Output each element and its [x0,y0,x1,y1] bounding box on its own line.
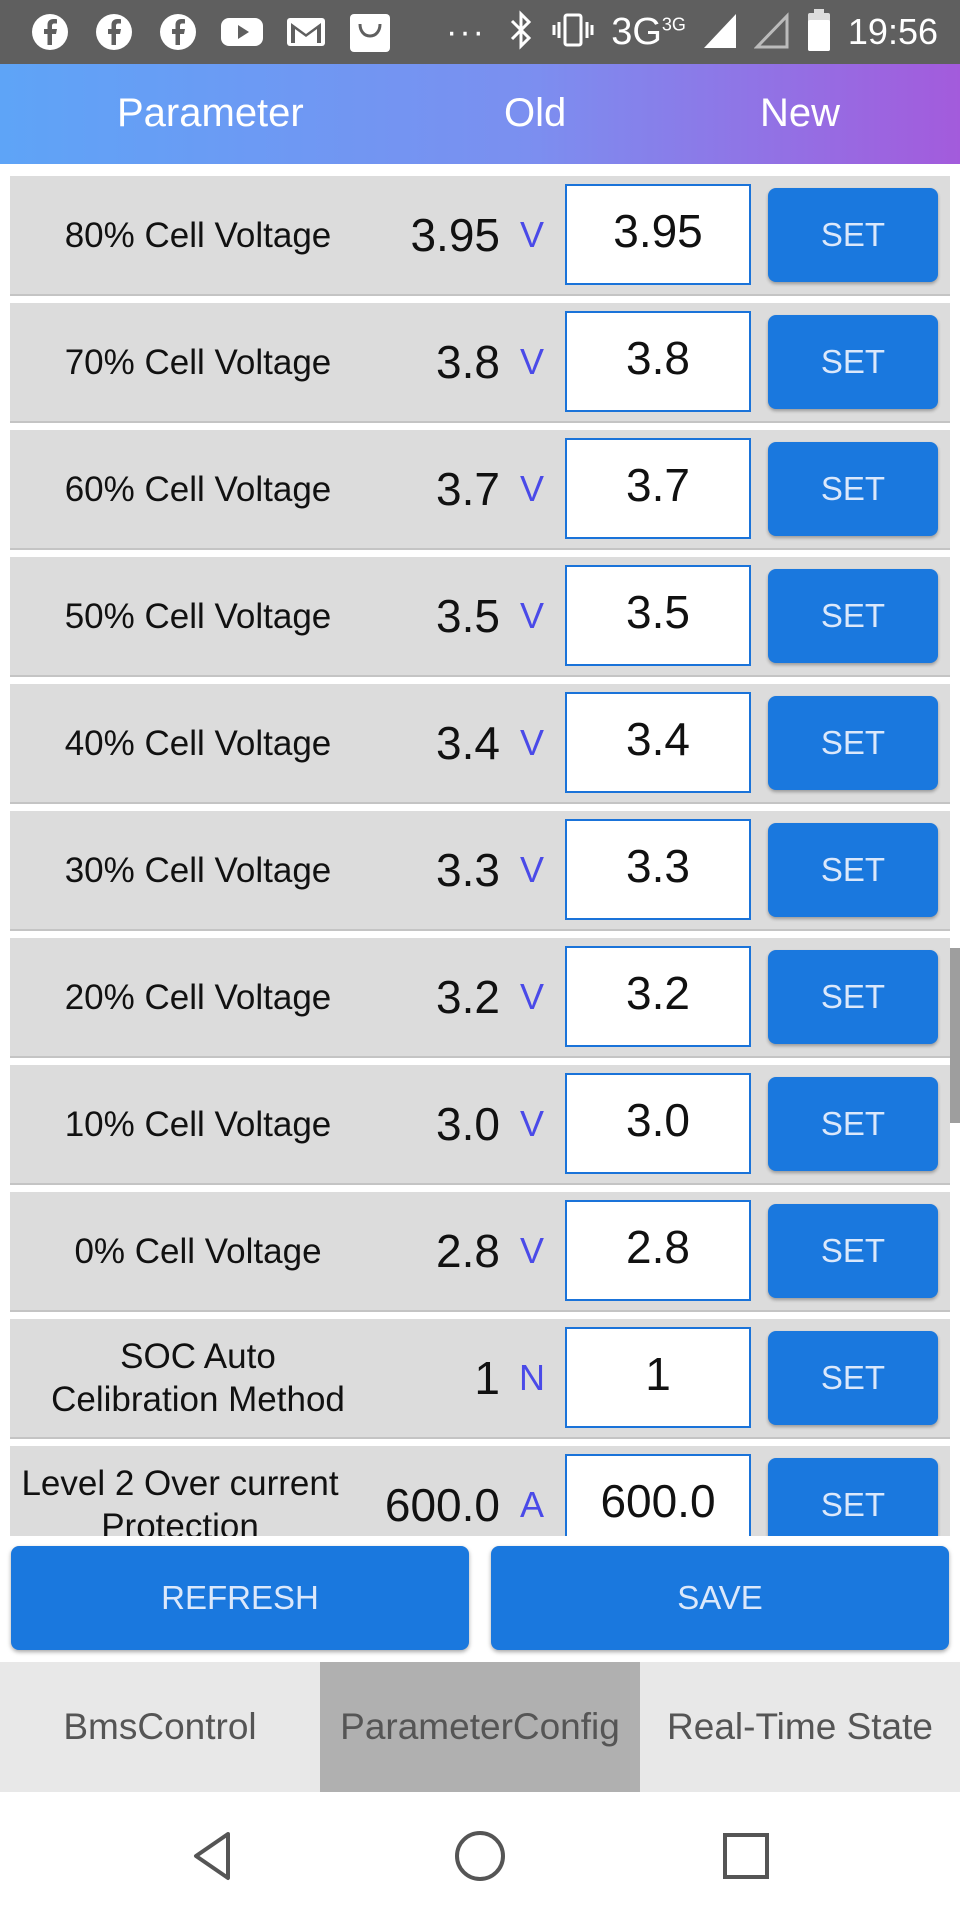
parameter-row: 40% Cell Voltage 3.4 V SET [10,684,950,804]
set-button[interactable]: SET [768,1458,938,1536]
new-value-input[interactable] [565,1200,751,1301]
tab-real-time-state[interactable]: Real-Time State [667,1706,933,1747]
shopping-bag-icon [348,10,392,54]
unit-label: V [519,722,544,763]
set-button[interactable]: SET [768,442,938,536]
old-value: 3.8 [436,336,500,388]
set-button[interactable]: SET [768,950,938,1044]
unit-label: V [519,214,544,255]
parameter-row: 0% Cell Voltage 2.8 V SET [10,1192,950,1312]
unit-label: V [519,976,544,1017]
old-value: 3.2 [436,971,500,1023]
old-value: 3.4 [436,717,500,769]
signal-icon [702,10,738,55]
parameter-name: SOC Auto Celibration Method [51,1337,345,1419]
facebook-icon [92,10,136,54]
set-button[interactable]: SET [768,696,938,790]
old-value: 3.5 [436,590,500,642]
facebook-icon [28,10,72,54]
recents-icon[interactable] [718,1828,774,1884]
gmail-icon [284,10,328,54]
set-button[interactable]: SET [768,569,938,663]
parameter-name: 40% Cell Voltage [64,723,332,763]
status-bar: ··· 3G3G 19:56 [0,0,960,64]
unit-label: V [519,1103,544,1144]
back-icon[interactable] [186,1828,242,1884]
refresh-button[interactable]: REFRESH [11,1546,469,1650]
parameter-name: 70% Cell Voltage [64,342,332,382]
parameter-name: 80% Cell Voltage [64,215,332,255]
set-button[interactable]: SET [768,823,938,917]
new-value-input[interactable] [565,184,751,285]
set-button[interactable]: SET [768,1331,938,1425]
old-value: 2.8 [436,1225,500,1277]
tab-bmscontrol[interactable]: BmsControl [63,1706,257,1747]
parameter-name: 20% Cell Voltage [64,977,332,1017]
unit-label: V [519,849,544,890]
new-value-input[interactable] [565,1073,751,1174]
set-button[interactable]: SET [768,188,938,282]
parameter-row: 10% Cell Voltage 3.0 V SET [10,1065,950,1185]
parameter-name: 60% Cell Voltage [64,469,332,509]
network-type: 3G3G [611,10,686,53]
new-value-input[interactable] [565,565,751,666]
parameter-row: 50% Cell Voltage 3.5 V SET [10,557,950,677]
navigation-bar [0,1792,960,1920]
vibrate-icon [551,10,595,55]
set-button[interactable]: SET [768,315,938,409]
parameter-row: 60% Cell Voltage 3.7 V SET [10,430,950,550]
scrollbar[interactable] [950,948,960,1123]
parameter-name: Level 2 Over current Protection [21,1464,339,1536]
set-button[interactable]: SET [768,1077,938,1171]
unit-label: V [519,1230,544,1271]
tab-bar: BmsControl ParameterConfig Real-Time Sta… [0,1662,960,1792]
home-icon[interactable] [452,1828,508,1884]
header-old: Old [504,91,567,135]
unit-label: V [519,468,544,509]
header-new: New [760,91,841,135]
parameter-name: 10% Cell Voltage [64,1104,332,1144]
unit-label: V [519,341,544,382]
new-value-input[interactable] [565,1454,751,1536]
set-button[interactable]: SET [768,1204,938,1298]
new-value-input[interactable] [565,311,751,412]
bluetooth-icon [507,9,535,55]
parameter-row: 80% Cell Voltage 3.95 V SET [10,176,950,296]
old-value: 3.7 [436,463,500,515]
unit-label: V [519,595,544,636]
unit-label: A [519,1484,544,1525]
battery-icon [806,8,832,57]
old-value: 1 [474,1352,500,1404]
new-value-input[interactable] [565,819,751,920]
facebook-icon [156,10,200,54]
unit-label: N [519,1357,545,1398]
youtube-icon [220,10,264,54]
old-value: 600.0 [384,1479,500,1531]
table-header: Parameter Old New [0,64,960,164]
clock: 19:56 [847,11,938,52]
tab-parameterconfig[interactable]: ParameterConfig [320,1662,640,1792]
more-dots-icon: ··· [446,12,486,51]
new-value-input[interactable] [565,946,751,1047]
signal-empty-icon [753,10,790,55]
parameter-name: 0% Cell Voltage [74,1231,322,1271]
parameter-row: 30% Cell Voltage 3.3 V SET [10,811,950,931]
save-button[interactable]: SAVE [491,1546,949,1650]
parameter-list[interactable]: 80% Cell Voltage 3.95 V SET 70% Cell Vol… [0,164,960,1536]
old-value: 3.0 [436,1098,500,1150]
old-value: 3.95 [410,209,500,261]
parameter-row: 70% Cell Voltage 3.8 V SET [10,303,950,423]
parameter-row: 20% Cell Voltage 3.2 V SET [10,938,950,1058]
parameter-row: Level 2 Over current Protection 600.0 A … [10,1446,950,1536]
parameter-name: 30% Cell Voltage [64,850,332,890]
header-parameter: Parameter [117,91,304,135]
new-value-input[interactable] [565,1327,751,1428]
old-value: 3.3 [436,844,500,896]
new-value-input[interactable] [565,438,751,539]
parameter-name: 50% Cell Voltage [64,596,332,636]
new-value-input[interactable] [565,692,751,793]
action-bar: REFRESH SAVE [0,1536,960,1662]
parameter-row: SOC Auto Celibration Method 1 N SET [10,1319,950,1439]
